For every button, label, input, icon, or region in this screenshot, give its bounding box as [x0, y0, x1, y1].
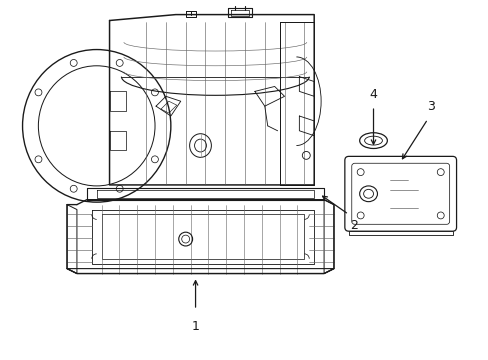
Text: 4: 4: [369, 88, 377, 101]
FancyBboxPatch shape: [344, 156, 456, 231]
Text: 2: 2: [349, 219, 357, 233]
Text: 3: 3: [426, 100, 434, 113]
Text: 1: 1: [191, 320, 199, 333]
